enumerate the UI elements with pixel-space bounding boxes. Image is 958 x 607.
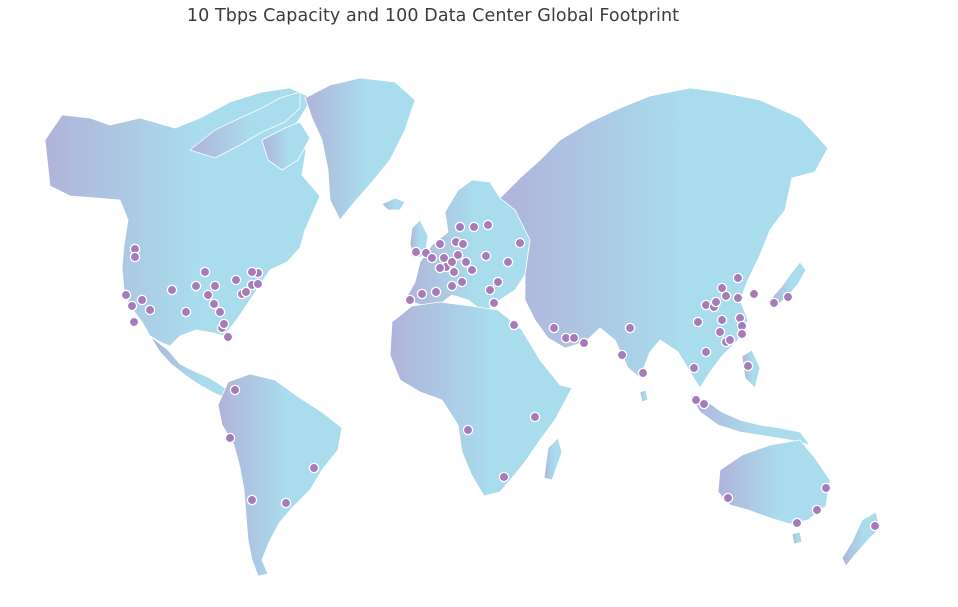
- data-center-marker: [529, 411, 541, 423]
- data-center-marker: [126, 300, 138, 312]
- data-center-marker: [199, 266, 211, 278]
- data-center-marker: [430, 286, 442, 298]
- data-center-marker: [446, 256, 458, 268]
- data-center-marker: [748, 288, 760, 300]
- data-center-marker: [462, 424, 474, 436]
- data-center-marker: [624, 322, 636, 334]
- data-center-marker: [724, 334, 736, 346]
- landmass-iceland: [381, 197, 406, 211]
- data-center-marker: [120, 289, 132, 301]
- data-center-marker: [700, 346, 712, 358]
- map-title: 10 Tbps Capacity and 100 Data Center Glo…: [186, 6, 680, 26]
- data-center-marker: [637, 367, 649, 379]
- data-center-marker: [128, 316, 140, 328]
- data-center-marker: [452, 249, 464, 261]
- data-center-marker: [482, 219, 494, 231]
- landmass-tasmania: [791, 531, 803, 545]
- data-center-marker: [457, 238, 469, 250]
- data-center-marker: [720, 290, 732, 302]
- landmass-madagascar: [543, 437, 563, 481]
- data-center-marker: [230, 274, 242, 286]
- data-center-marker: [416, 288, 428, 300]
- data-center-marker: [240, 286, 252, 298]
- landmass-new-zealand: [841, 511, 881, 567]
- landmass-africa: [389, 301, 573, 497]
- landmass-greenland: [304, 77, 416, 221]
- data-center-marker: [410, 246, 422, 258]
- data-center-marker: [714, 326, 726, 338]
- data-center-marker: [202, 289, 214, 301]
- data-center-marker: [502, 256, 514, 268]
- data-center-marker: [480, 250, 492, 262]
- data-center-marker: [209, 280, 221, 292]
- data-center-marker: [136, 294, 148, 306]
- data-center-marker: [698, 398, 710, 410]
- data-center-marker: [208, 298, 220, 310]
- data-center-marker: [484, 284, 496, 296]
- data-center-marker: [466, 264, 478, 276]
- data-center-marker: [716, 314, 728, 326]
- landmass-north-america: [44, 87, 321, 347]
- data-center-marker: [144, 304, 156, 316]
- data-center-marker: [454, 221, 466, 233]
- data-center-marker: [508, 319, 520, 331]
- data-center-marker: [548, 322, 560, 334]
- data-center-marker: [468, 221, 480, 233]
- data-center-marker: [252, 278, 264, 290]
- data-center-marker: [498, 471, 510, 483]
- data-center-marker: [222, 331, 234, 343]
- landmass-asia: [499, 87, 829, 389]
- landmass-south-america: [217, 373, 343, 577]
- data-center-marker: [616, 349, 628, 361]
- data-center-marker: [280, 497, 292, 509]
- data-center-marker: [190, 280, 202, 292]
- data-center-marker: [180, 306, 192, 318]
- landmass-sri-lanka: [639, 389, 649, 403]
- data-center-marker: [492, 276, 504, 288]
- data-center-marker: [448, 266, 460, 278]
- data-center-marker: [426, 252, 438, 264]
- data-center-marker: [166, 284, 178, 296]
- data-center-marker: [308, 462, 320, 474]
- data-center-marker: [692, 316, 704, 328]
- landmass-baffin: [261, 121, 311, 171]
- data-center-marker: [811, 504, 823, 516]
- data-center-marker: [224, 432, 236, 444]
- data-center-marker: [488, 297, 500, 309]
- landmass-arctic-islands: [189, 91, 301, 159]
- data-center-marker: [869, 520, 881, 532]
- data-center-marker: [768, 297, 780, 309]
- data-center-marker: [246, 494, 258, 506]
- data-center-marker: [578, 337, 590, 349]
- landmasses: [44, 77, 881, 577]
- data-center-marker: [732, 272, 744, 284]
- data-center-marker: [460, 256, 472, 268]
- data-center-marker: [218, 318, 230, 330]
- data-center-marker: [434, 238, 446, 250]
- data-center-marker: [434, 262, 446, 274]
- data-center-marker: [404, 294, 416, 306]
- data-center-marker: [214, 306, 226, 318]
- data-center-marker: [568, 332, 580, 344]
- data-center-marker: [736, 328, 748, 340]
- data-center-marker: [129, 251, 141, 263]
- data-center-marker: [722, 492, 734, 504]
- data-center-marker: [688, 362, 700, 374]
- data-center-marker: [456, 276, 468, 288]
- data-center-marker: [782, 291, 794, 303]
- data-center-markers: [120, 219, 881, 532]
- data-center-marker: [732, 292, 744, 304]
- data-center-marker: [710, 296, 722, 308]
- landmass-indonesia: [689, 394, 811, 446]
- data-center-marker: [246, 266, 258, 278]
- data-center-marker: [514, 237, 526, 249]
- data-center-marker: [229, 384, 241, 396]
- data-center-marker: [742, 360, 754, 372]
- data-center-marker: [820, 482, 832, 494]
- landmass-japan: [769, 261, 807, 307]
- data-center-marker: [791, 517, 803, 529]
- data-center-marker: [446, 280, 458, 292]
